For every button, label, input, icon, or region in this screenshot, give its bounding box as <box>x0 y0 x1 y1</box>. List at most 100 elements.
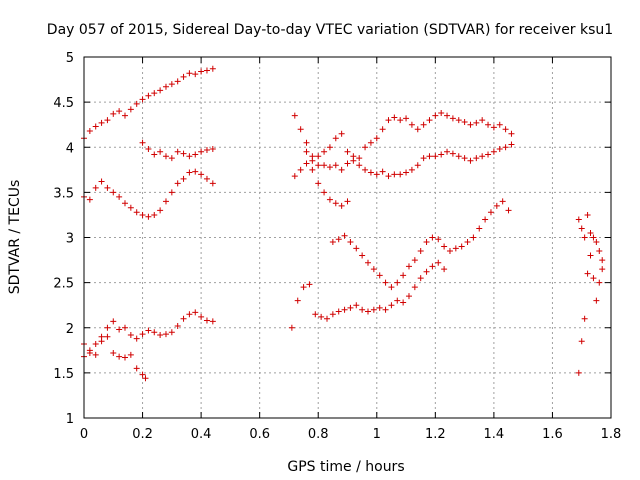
data-point <box>151 151 158 158</box>
data-point <box>157 207 164 214</box>
data-point <box>203 175 210 182</box>
data-point <box>315 180 322 187</box>
data-point <box>86 196 93 203</box>
chart-title: Day 057 of 2015, Sidereal Day-to-day VTE… <box>47 22 613 38</box>
data-point <box>411 284 418 291</box>
data-point <box>133 335 140 342</box>
data-point <box>370 306 377 313</box>
data-point <box>482 216 489 223</box>
data-point <box>403 115 410 122</box>
data-point <box>367 139 374 146</box>
data-point <box>578 338 585 345</box>
series-track-b-rise <box>329 198 512 291</box>
data-point <box>599 257 606 264</box>
data-point <box>203 146 210 153</box>
data-point <box>315 153 322 160</box>
data-point <box>420 155 427 162</box>
data-point <box>326 164 333 171</box>
data-point <box>127 331 134 338</box>
data-point <box>139 96 146 103</box>
x-tick-label: 1.6 <box>542 427 563 442</box>
data-point <box>294 297 301 304</box>
data-point <box>587 229 594 236</box>
y-tick-label: 4.5 <box>53 96 74 111</box>
y-tick-label: 2 <box>66 322 74 337</box>
data-point <box>133 365 140 372</box>
data-point <box>473 155 480 162</box>
data-point <box>209 318 216 325</box>
data-point <box>364 308 371 315</box>
data-point <box>98 178 105 185</box>
y-tick-label: 1 <box>66 412 74 427</box>
data-point <box>186 70 193 77</box>
data-point <box>596 248 603 255</box>
y-tick-label: 5 <box>66 51 74 66</box>
data-point <box>338 166 345 173</box>
data-point <box>508 130 515 137</box>
data-point <box>397 171 404 178</box>
data-point <box>400 272 407 279</box>
data-point <box>458 243 465 250</box>
data-point <box>133 100 140 107</box>
data-point <box>359 306 366 313</box>
data-point <box>426 117 433 124</box>
data-point <box>353 245 360 252</box>
series-track-b-upper <box>291 109 515 169</box>
data-point <box>145 146 152 153</box>
data-point <box>461 118 468 125</box>
x-tick-label: 1.8 <box>601 427 622 442</box>
data-point <box>104 333 111 340</box>
data-point <box>338 202 345 209</box>
data-point <box>344 148 351 155</box>
data-point <box>426 153 433 160</box>
x-tick-label: 0.4 <box>191 427 212 442</box>
data-point <box>121 112 128 119</box>
data-point <box>438 151 445 158</box>
x-tick-label: 1 <box>373 427 381 442</box>
data-point <box>487 209 494 216</box>
data-point <box>373 171 380 178</box>
data-point <box>490 148 497 155</box>
data-point <box>356 155 363 162</box>
data-point <box>467 121 474 128</box>
data-point <box>382 306 389 313</box>
data-point <box>116 326 123 333</box>
data-point <box>584 270 591 277</box>
data-point <box>411 257 418 264</box>
data-point <box>350 157 357 164</box>
series-track-c-upper <box>575 211 606 264</box>
data-point <box>499 198 506 205</box>
data-point <box>461 155 468 162</box>
data-point <box>318 313 325 320</box>
data-point <box>446 248 453 255</box>
data-point <box>127 106 134 113</box>
series-track-a-low <box>81 309 216 360</box>
data-point <box>388 302 395 309</box>
data-point <box>575 216 582 223</box>
data-point <box>162 331 169 338</box>
data-point <box>596 279 603 286</box>
data-point <box>508 141 515 148</box>
axis-ticks: 0 0.2 0.4 0.6 0.8 1 1.2 1.4 1.6 1.8 1 1.5 2 2.5 3 3.5 4 4… <box>53 51 621 442</box>
data-point <box>575 369 582 376</box>
data-point <box>452 245 459 252</box>
data-point <box>180 73 187 80</box>
data-point <box>432 112 439 119</box>
data-point <box>385 173 392 180</box>
data-point <box>116 353 123 360</box>
data-point <box>385 117 392 124</box>
data-point <box>86 350 93 357</box>
data-point <box>341 232 348 239</box>
data-point <box>382 279 389 286</box>
data-point <box>162 153 169 160</box>
data-point <box>470 234 477 241</box>
data-point <box>174 148 181 155</box>
data-point <box>92 123 99 130</box>
data-point <box>157 331 164 338</box>
data-point <box>180 315 187 322</box>
data-point <box>110 350 117 357</box>
data-point <box>157 148 164 155</box>
plot-frame <box>83 56 612 419</box>
data-point <box>192 71 199 78</box>
data-point <box>359 252 366 259</box>
